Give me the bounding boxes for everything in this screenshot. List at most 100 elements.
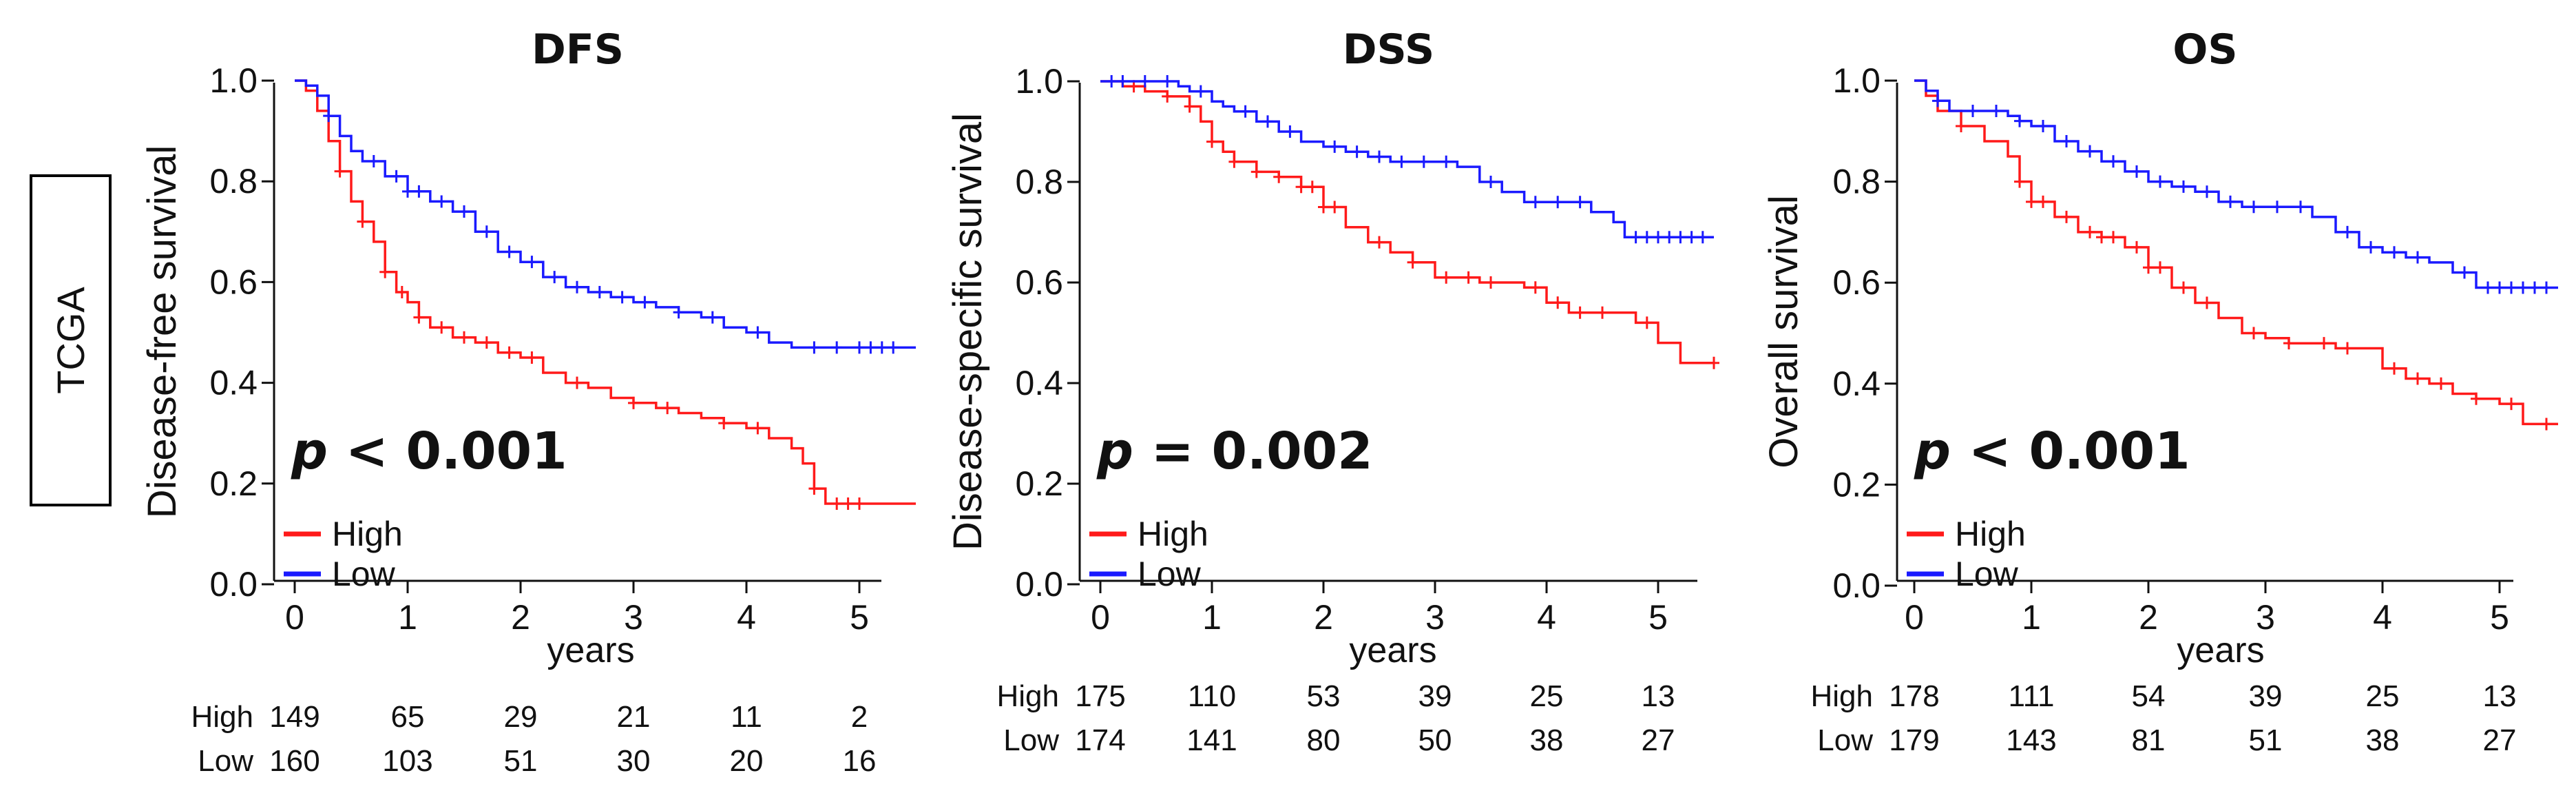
dfs-y-axis-label: Disease-free survival: [140, 145, 185, 519]
dfs-censor-mark-high: [752, 422, 764, 435]
os-censor-mark-high: [2248, 327, 2259, 340]
os-censor-mark-low: [2178, 180, 2189, 193]
os-censor-mark-high: [2436, 377, 2447, 390]
dss-censor-mark-high: [1441, 271, 1452, 284]
os-censor-mark-low: [2529, 281, 2540, 294]
os-x-axis-label: years: [2177, 630, 2264, 670]
dfs-y-tick-label: 0.0: [209, 565, 258, 604]
dss-censor-mark-low: [1418, 155, 1430, 168]
dfs-censor-mark-low: [673, 306, 684, 319]
dss-censor-mark-high: [1529, 281, 1541, 294]
dss-censor-mark-low: [1195, 85, 1206, 98]
dfs-y-tick-label: 0.6: [209, 263, 258, 301]
dss-censor-mark-low: [1162, 75, 1173, 88]
dss-censor-mark-high: [1306, 181, 1318, 194]
os-censor-mark-low: [2389, 246, 2400, 259]
dfs-censor-mark-low: [572, 280, 583, 294]
dss-censor-mark-high: [1228, 155, 1240, 168]
dss-censor-mark-high: [1318, 200, 1329, 214]
dfs-risk-cell: 2: [851, 700, 868, 734]
dss-censor-mark-low: [1106, 75, 1118, 88]
dss-censor-mark-low: [1239, 105, 1251, 118]
dfs-censor-mark-low: [323, 110, 335, 123]
os-y-axis-label: Overall survival: [1761, 195, 1806, 468]
dss-censor-mark-high: [1641, 316, 1653, 329]
dfs-censor-mark-low: [459, 205, 470, 218]
os-risk-cell: 39: [2249, 679, 2283, 713]
os-p-value: p < 0.001: [1914, 422, 2190, 481]
dfs-censor-mark-low: [888, 341, 899, 354]
os-censor-mark-high: [2178, 281, 2189, 294]
os-censor-mark-high: [2318, 337, 2329, 350]
dfs-censor-mark-low: [481, 225, 492, 238]
dfs-censor-mark-high: [572, 376, 583, 389]
dss-censor-mark-low: [1351, 145, 1363, 158]
dfs-risk-row-label: High: [191, 700, 254, 734]
dfs-risk-cell: 30: [617, 744, 651, 778]
dfs-censor-mark-low: [639, 296, 651, 309]
os-censor-mark-low: [2482, 281, 2493, 294]
os-censor-mark-high: [2155, 261, 2166, 274]
os-x-tick-label: 5: [2490, 598, 2509, 637]
os-censor-mark-high: [2014, 175, 2025, 188]
os-x-tick-label: 0: [1905, 598, 1924, 637]
dss-x-tick-label: 3: [1425, 598, 1445, 637]
os-risk-cell: 25: [2366, 679, 2400, 713]
dss-risk-cell: 110: [1188, 679, 1236, 713]
os-censor-mark-high: [2096, 231, 2107, 244]
dss-risk-cell: 27: [1642, 723, 1675, 757]
os-censor-mark-high: [2143, 261, 2154, 274]
dfs-censor-mark-high: [379, 265, 391, 278]
os-x-tick-label: 1: [2022, 598, 2041, 637]
dfs-x-tick-label: 2: [511, 598, 530, 637]
dss-censor-mark-low: [1641, 231, 1653, 244]
dss-censor-mark-high: [1708, 356, 1719, 369]
os-censor-mark-high: [1956, 119, 1967, 132]
os-censor-mark-low: [2412, 251, 2423, 264]
os-censor-mark-low: [1967, 104, 1978, 117]
dfs-censor-mark-high: [842, 497, 854, 511]
os-risk-row-label: Low: [1817, 723, 1873, 757]
dfs-p-symbol: p: [291, 422, 328, 481]
os-censor-mark-low: [2459, 266, 2470, 279]
dss-censor-mark-low: [1441, 155, 1452, 168]
dss-censor-mark-low: [1396, 155, 1407, 168]
dss-censor-mark-high: [1329, 200, 1341, 214]
dfs-risk-cell: 21: [617, 700, 651, 734]
dfs-censor-mark-high: [357, 215, 368, 228]
dss-x-tick-label: 1: [1202, 598, 1222, 637]
os-censor-mark-low: [1991, 104, 2002, 117]
dss-censor-mark-low: [1374, 150, 1385, 163]
dss-y-tick-label: 0.2: [1015, 464, 1063, 503]
dfs-legend-label-high: High: [332, 515, 403, 553]
dss-censor-mark-high: [1374, 236, 1385, 249]
os-censor-mark-low: [2155, 175, 2166, 188]
dss-censor-mark-high: [1184, 100, 1195, 113]
dss-risk-cell: 13: [1642, 679, 1675, 713]
dss-censor-mark-high: [1273, 170, 1285, 183]
dss-title: DSS: [1343, 25, 1435, 74]
dss-x-tick-label: 2: [1314, 598, 1333, 637]
os-censor-mark-high: [2061, 210, 2072, 223]
dfs-curve-low: [295, 79, 916, 349]
os-censor-mark-low: [2272, 200, 2283, 214]
dfs-title: DFS: [532, 25, 624, 74]
dfs-censor-mark-low: [616, 291, 628, 304]
dss-risk-cell: 38: [1530, 723, 1564, 757]
dfs-censor-mark-low: [865, 341, 877, 354]
dfs-censor-mark-low: [594, 286, 605, 299]
dss-p-symbol: p: [1096, 422, 1133, 481]
dss-censor-mark-high: [1463, 271, 1474, 284]
dss-censor-mark-low: [1485, 176, 1496, 188]
dfs-censor-mark-low: [808, 341, 820, 354]
os-legend-label-high: High: [1955, 515, 2026, 553]
dfs-censor-mark-high: [718, 417, 730, 430]
dss-legend-label-low: Low: [1138, 555, 1202, 593]
dss-x-axis-label: years: [1349, 630, 1436, 670]
os-censor-mark-low: [2506, 281, 2517, 294]
os-censor-mark-high: [2389, 362, 2400, 375]
os-y-tick-label: 0.4: [1832, 364, 1881, 403]
dfs-censor-mark-high: [334, 165, 346, 178]
dss-risk-cell: 174: [1075, 723, 1125, 757]
os-censor-mark-low: [2108, 155, 2119, 168]
